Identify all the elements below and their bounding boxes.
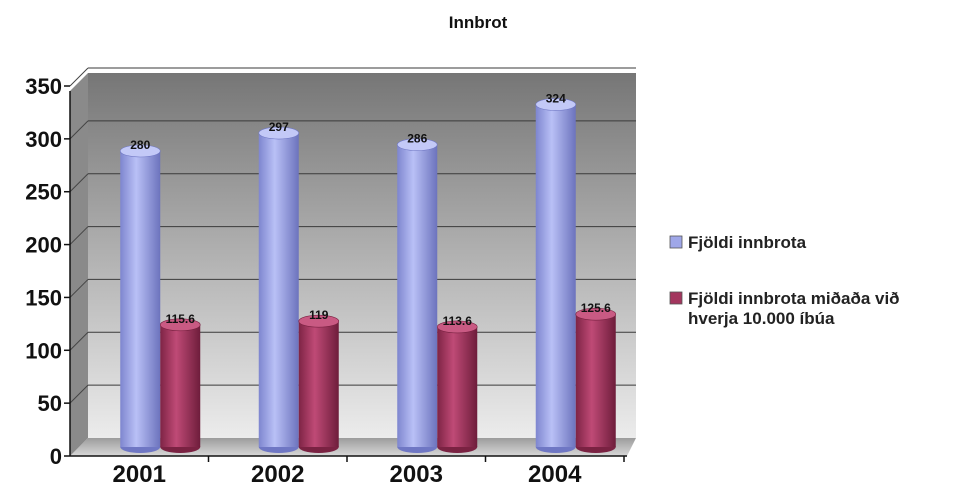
data-label: 115.6 xyxy=(166,312,196,326)
bar-body xyxy=(575,314,616,447)
chart-title: Innbrot xyxy=(449,13,508,32)
gridline-side xyxy=(69,120,89,140)
y-tick-label: 250 xyxy=(25,180,62,205)
y-tick-label: 150 xyxy=(25,285,62,310)
bar-body xyxy=(535,104,576,447)
bar-top xyxy=(575,307,617,321)
y-tick-label: 100 xyxy=(25,338,62,363)
bar xyxy=(436,320,478,453)
bar xyxy=(575,307,617,453)
bar-body xyxy=(437,326,478,447)
gridline-side xyxy=(69,173,89,193)
data-label: 297 xyxy=(269,120,289,134)
bar-top xyxy=(119,144,161,158)
legend-swatch-series-1 xyxy=(669,235,683,249)
data-label: 119 xyxy=(309,308,329,322)
legend-swatch-series-2 xyxy=(669,291,683,305)
data-label: 125.6 xyxy=(581,301,611,315)
bar-top xyxy=(298,314,340,328)
legend: Fjöldi innbrota Fjöldi innbrota miðaða v… xyxy=(669,233,900,328)
x-category-label: 2003 xyxy=(390,461,443,488)
bar-top xyxy=(396,138,438,151)
data-label: 280 xyxy=(130,138,150,152)
data-label: 286 xyxy=(407,132,427,146)
plot-floor xyxy=(70,438,636,456)
legend-label-series-2-line-1: Fjöldi innbrota miðaða við xyxy=(688,289,900,308)
plot-back-wall xyxy=(88,73,636,438)
bar-top xyxy=(436,320,478,334)
x-category-label: 2002 xyxy=(251,461,304,488)
y-tick-label: 50 xyxy=(38,391,62,416)
bar-body xyxy=(160,324,201,447)
y-tick-label: 350 xyxy=(25,74,62,99)
x-category-label: 2004 xyxy=(528,461,582,488)
bar-body xyxy=(120,151,161,447)
bar xyxy=(535,98,577,453)
bar-top xyxy=(258,126,300,140)
data-label: 324 xyxy=(546,91,566,105)
bar-top xyxy=(159,318,201,332)
bar xyxy=(119,144,161,453)
bar-body xyxy=(258,133,299,447)
bar xyxy=(159,318,201,453)
gridline-side xyxy=(69,226,89,245)
data-label: 113.6 xyxy=(443,314,473,328)
bar xyxy=(258,126,300,453)
y-tick-label: 300 xyxy=(25,127,62,152)
gridline-side xyxy=(69,331,89,351)
gridline-side xyxy=(69,67,89,87)
gridline-side xyxy=(69,384,89,404)
plot-side-wall xyxy=(70,73,88,456)
bar-top xyxy=(535,98,577,111)
y-tick-label: 200 xyxy=(25,233,62,258)
legend-label-series-1: Fjöldi innbrota xyxy=(688,233,807,252)
legend-label-series-2-line-2: hverja 10.000 íbúa xyxy=(688,309,835,328)
y-tick-label: 0 xyxy=(50,444,62,469)
gridline-side xyxy=(69,279,89,298)
bar-body xyxy=(397,144,438,447)
bar xyxy=(298,314,340,453)
x-category-label: 2001 xyxy=(113,461,166,488)
bar-body xyxy=(298,321,339,447)
bar xyxy=(396,138,438,453)
